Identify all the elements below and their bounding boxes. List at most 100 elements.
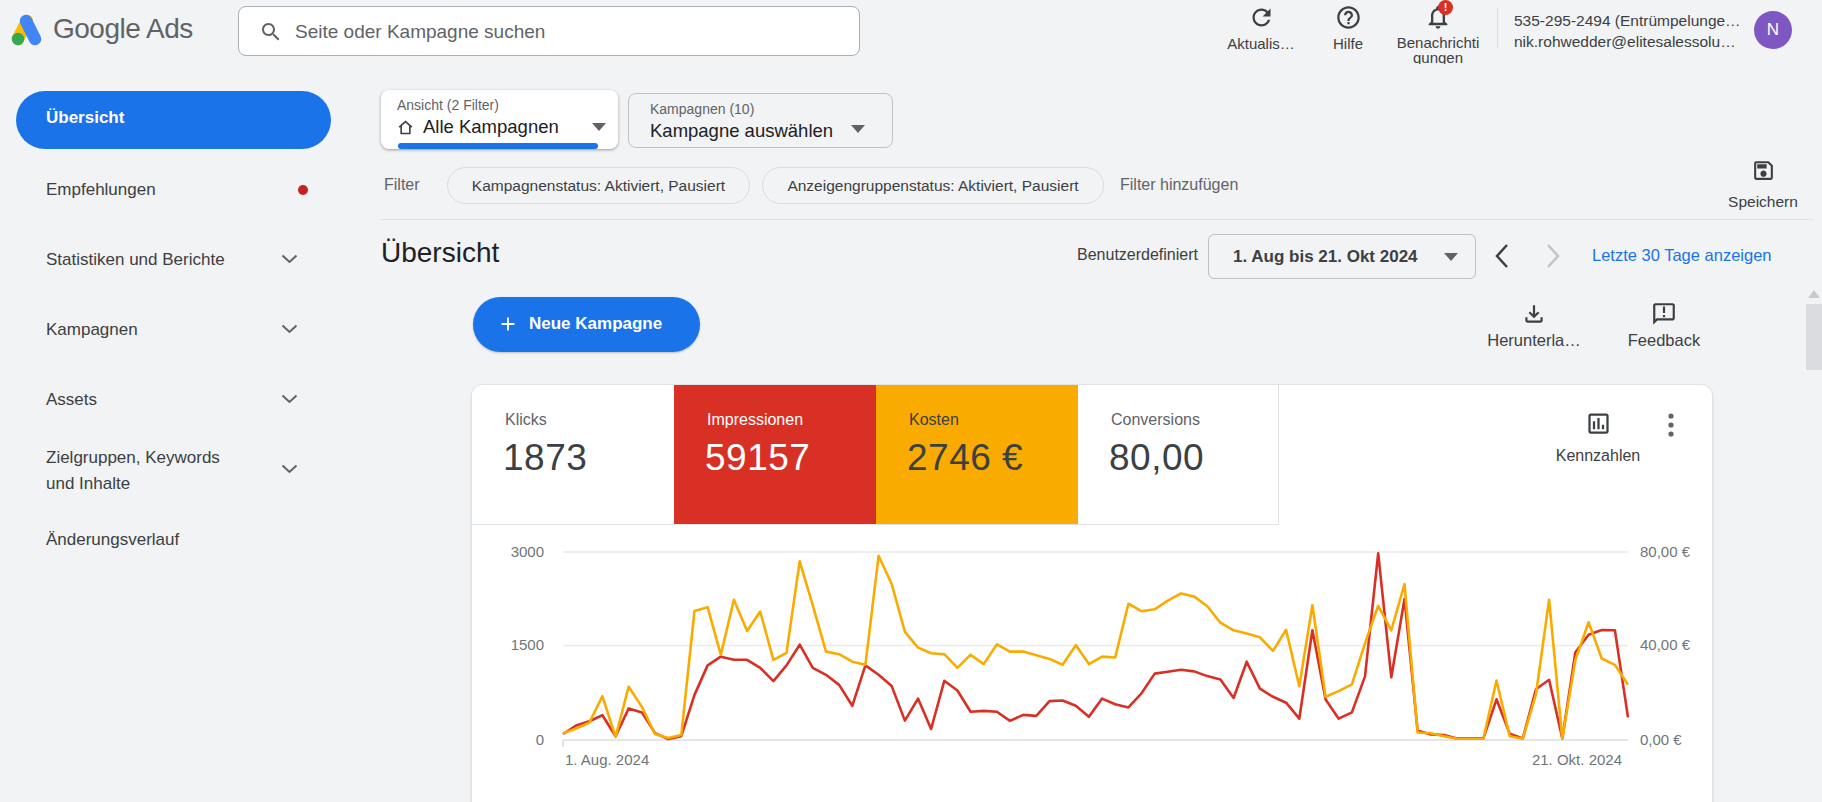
metric-tab-impressionen[interactable]: Impressionen 59157 [674, 385, 876, 524]
download-icon [1521, 301, 1547, 327]
chevron-down-icon [281, 394, 298, 404]
help-icon [1335, 4, 1362, 31]
campaign-selector-value: Kampagne auswählen [650, 120, 833, 142]
save-icon [1751, 158, 1776, 183]
metric-label: Impressionen [707, 411, 803, 429]
x-tick-start: 1. Aug. 2024 [565, 751, 649, 768]
sidebar-item-uebersicht[interactable]: Übersicht [16, 91, 331, 149]
metric-label: Conversions [1111, 411, 1200, 429]
metrics-settings-label: Kennzahlen [1538, 447, 1658, 465]
y-right-tick: 40,00 € [1640, 636, 1690, 653]
refresh-label: Aktualis… [1216, 35, 1306, 52]
metrics-settings-button[interactable]: Kennzahlen [1538, 410, 1658, 465]
x-tick-end: 21. Okt. 2024 [1512, 751, 1622, 768]
topbar-divider [1497, 8, 1498, 48]
scrollbar-up-arrow[interactable] [1808, 290, 1820, 298]
y-left-tick: 0 [484, 731, 544, 748]
overview-card: Klicks 1873 Impressionen 59157 Kosten 27… [471, 384, 1713, 802]
campaign-selector[interactable]: Kampagnen (10) Kampagne auswählen [628, 93, 893, 148]
sidebar-item-statistiken[interactable]: Statistiken und Berichte [46, 250, 225, 270]
sidebar-item-zielgruppen[interactable]: Zielgruppen, Keywords und Inhalte [46, 445, 220, 497]
add-filter-button[interactable]: Filter hinzufügen [1120, 176, 1238, 194]
feedback-label: Feedback [1614, 331, 1714, 350]
caret-down-icon [851, 125, 865, 133]
metric-value: 2746 € [907, 437, 1023, 479]
save-button[interactable]: Speichern [1723, 158, 1803, 211]
view-selector[interactable]: Ansicht (2 Filter) Alle Kampagnen [381, 90, 618, 149]
help-label: Hilfe [1312, 35, 1384, 52]
notification-dot [298, 185, 308, 195]
series-cost [563, 556, 1628, 739]
sidebar-item-assets[interactable]: Assets [46, 390, 97, 410]
filter-chip-anzeigengruppenstatus[interactable]: Anzeigengruppenstatus: Aktiviert, Pausie… [762, 167, 1104, 204]
metric-tab-klicks[interactable]: Klicks 1873 [472, 385, 674, 524]
chevron-down-icon [281, 464, 298, 474]
notification-badge: ! [1438, 0, 1453, 15]
prev-date-button[interactable] [1494, 243, 1510, 269]
search-input[interactable]: Seite oder Kampagne suchen [238, 6, 860, 56]
account-email: nik.rohwedder@elitesalessolu… [1514, 31, 1741, 52]
y-left-tick: 3000 [484, 543, 544, 560]
download-label: Herunterla… [1484, 331, 1584, 350]
page-title: Übersicht [381, 237, 499, 269]
notifications-button[interactable]: ! Benachrichti gungen [1388, 3, 1488, 65]
new-campaign-label: Neue Kampagne [529, 314, 662, 334]
help-button[interactable]: Hilfe [1312, 4, 1384, 52]
account-info[interactable]: 535-295-2494 (Entrümpelunge… nik.rohwedd… [1514, 10, 1741, 52]
sidebar: Übersicht Empfehlungen Statistiken und B… [0, 64, 349, 802]
filter-chip-kampagnenstatus[interactable]: Kampagnenstatus: Aktiviert, Pausiert [447, 167, 750, 204]
y-right-tick: 80,00 € [1640, 543, 1690, 560]
google-ads-app: Google Ads Seite oder Kampagne suchen Ak… [0, 0, 1822, 802]
caret-down-icon [592, 123, 606, 131]
y-right-tick: 0,00 € [1640, 731, 1682, 748]
chevron-down-icon [281, 324, 298, 334]
chevron-down-icon [281, 254, 298, 264]
scrollbar-thumb[interactable] [1806, 304, 1822, 370]
download-button[interactable]: Herunterla… [1484, 301, 1584, 350]
metrics-chart-icon [1585, 410, 1612, 437]
date-range-value: 1. Aug bis 21. Okt 2024 [1233, 247, 1418, 267]
caret-down-icon [1444, 253, 1458, 261]
last-30-days-link[interactable]: Letzte 30 Tage anzeigen [1592, 246, 1772, 265]
filter-label: Filter [384, 176, 420, 194]
plus-icon [497, 313, 519, 335]
metric-tab-conversions[interactable]: Conversions 80,00 [1078, 385, 1280, 524]
account-id: 535-295-2494 (Entrümpelunge… [1514, 10, 1741, 31]
sidebar-item-aenderungsverlauf[interactable]: Änderungsverlauf [46, 530, 179, 550]
more-options-icon[interactable] [1664, 412, 1678, 440]
metric-value: 1873 [503, 437, 587, 479]
main-content: Ansicht (2 Filter) Alle Kampagnen Kampag… [349, 64, 1822, 802]
date-range-mode: Benutzerdefiniert [1058, 246, 1198, 264]
active-underline [398, 143, 598, 149]
home-icon [396, 118, 415, 137]
y-left-tick: 1500 [484, 636, 544, 653]
metric-label: Kosten [909, 411, 959, 429]
tab-strip-vertical-divider [1278, 385, 1279, 524]
save-label: Speichern [1723, 193, 1803, 211]
divider [381, 219, 1814, 220]
product-name: Google Ads [53, 13, 193, 45]
new-campaign-button[interactable]: Neue Kampagne [473, 297, 700, 352]
feedback-button[interactable]: Feedback [1614, 301, 1714, 350]
next-date-button[interactable] [1545, 243, 1561, 269]
search-icon [259, 20, 283, 44]
date-range-selector[interactable]: 1. Aug bis 21. Okt 2024 [1208, 234, 1476, 279]
avatar[interactable]: N [1754, 11, 1792, 49]
view-selector-label: Ansicht (2 Filter) [397, 97, 499, 113]
top-bar: Google Ads Seite oder Kampagne suchen Ak… [0, 0, 1822, 64]
refresh-icon [1248, 4, 1275, 31]
search-placeholder: Seite oder Kampagne suchen [295, 21, 545, 43]
sidebar-item-label: Übersicht [46, 108, 124, 128]
view-selector-value: Alle Kampagnen [423, 116, 559, 138]
campaign-selector-label: Kampagnen (10) [650, 101, 754, 117]
metric-value: 80,00 [1109, 437, 1204, 479]
refresh-button[interactable]: Aktualis… [1216, 4, 1306, 52]
sidebar-item-kampagnen[interactable]: Kampagnen [46, 320, 138, 340]
feedback-icon [1651, 301, 1677, 327]
google-ads-logo-icon[interactable] [8, 11, 44, 49]
metric-label: Klicks [505, 411, 547, 429]
metric-value: 59157 [705, 437, 810, 479]
notifications-label: Benachrichti [1388, 35, 1488, 50]
sidebar-item-empfehlungen[interactable]: Empfehlungen [46, 180, 156, 200]
metric-tab-kosten[interactable]: Kosten 2746 € [876, 385, 1078, 524]
